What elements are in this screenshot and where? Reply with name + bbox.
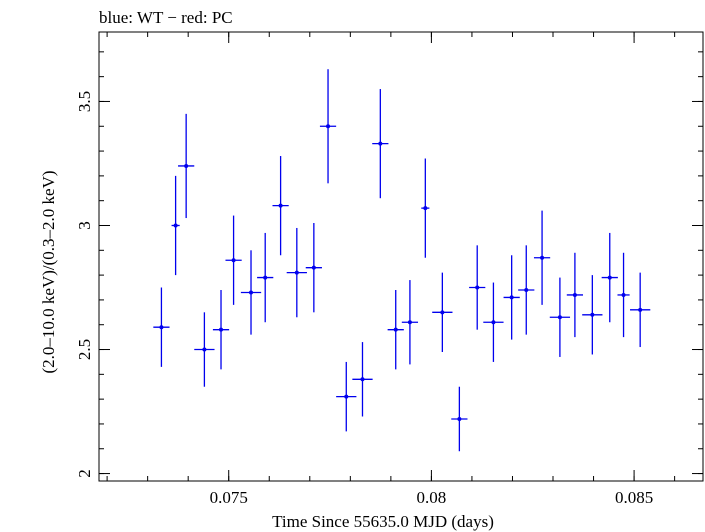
data-point <box>503 255 520 340</box>
x-axis-label: Time Since 55635.0 MJD (days) <box>272 512 494 531</box>
x-tick-label: 0.085 <box>615 488 653 507</box>
data-marker <box>621 292 626 297</box>
data-point <box>421 158 430 258</box>
data-point <box>319 69 337 184</box>
data-point <box>451 386 468 452</box>
data-marker <box>540 255 545 260</box>
data-marker <box>344 394 349 399</box>
data-marker <box>423 206 428 211</box>
y-tick-label: 3 <box>75 221 94 230</box>
y-tick-label: 2 <box>75 469 94 478</box>
data-point <box>305 223 322 313</box>
data-point <box>617 252 630 338</box>
data-series <box>153 69 651 452</box>
data-marker <box>378 141 383 146</box>
data-marker <box>638 307 643 312</box>
y-axis-label: (2.0–10.0 keV)/(0.3–2.0 keV) <box>39 170 58 373</box>
data-point <box>483 282 504 362</box>
data-point <box>432 272 453 353</box>
data-point <box>582 275 603 355</box>
data-marker <box>407 320 412 325</box>
data-point <box>387 289 404 370</box>
axis-ticks <box>99 32 703 481</box>
data-point <box>601 232 618 323</box>
data-point <box>533 210 551 305</box>
data-marker <box>475 285 480 290</box>
data-point <box>171 175 180 276</box>
data-marker <box>491 320 496 325</box>
data-marker <box>440 310 445 315</box>
data-marker <box>294 270 299 275</box>
data-marker <box>173 223 178 228</box>
data-point <box>549 277 571 357</box>
x-tick-label: 0.08 <box>417 488 447 507</box>
chart-title: blue: WT − red: PC <box>99 8 233 27</box>
data-point <box>630 272 651 348</box>
data-marker <box>159 325 164 330</box>
y-tick-label: 3.5 <box>75 91 94 112</box>
data-point <box>212 289 230 370</box>
data-series-group <box>153 69 651 452</box>
data-marker <box>249 290 254 295</box>
data-marker <box>311 265 316 270</box>
data-point <box>225 215 242 305</box>
data-marker <box>572 292 577 297</box>
data-marker <box>590 312 595 317</box>
data-marker <box>219 327 224 332</box>
axis-tick-labels: 0.075 0.08 0.085 2 2.5 3 3.5 <box>75 91 653 507</box>
data-point <box>518 245 535 335</box>
data-marker <box>524 287 529 292</box>
data-marker <box>263 275 268 280</box>
data-marker <box>607 275 612 280</box>
data-point <box>194 312 215 387</box>
plot-frame <box>98 31 704 482</box>
data-marker <box>557 315 562 320</box>
data-point <box>286 227 307 318</box>
data-point <box>469 245 486 330</box>
data-point <box>401 280 419 365</box>
data-point <box>372 89 389 199</box>
data-marker <box>231 258 236 263</box>
data-point <box>178 113 195 219</box>
data-point <box>336 361 357 432</box>
data-point <box>272 156 289 256</box>
data-point <box>566 252 584 338</box>
data-marker <box>202 347 207 352</box>
data-point <box>240 250 262 335</box>
data-marker <box>360 377 365 382</box>
data-marker <box>457 416 462 421</box>
x-tick-label: 0.075 <box>210 488 248 507</box>
data-point <box>153 287 170 367</box>
data-marker <box>393 327 398 332</box>
y-tick-label: 2.5 <box>75 339 94 360</box>
data-marker <box>184 163 189 168</box>
data-point <box>352 342 373 417</box>
data-marker <box>278 203 283 208</box>
data-marker <box>326 124 331 129</box>
data-marker <box>509 295 514 300</box>
data-point <box>257 232 274 323</box>
